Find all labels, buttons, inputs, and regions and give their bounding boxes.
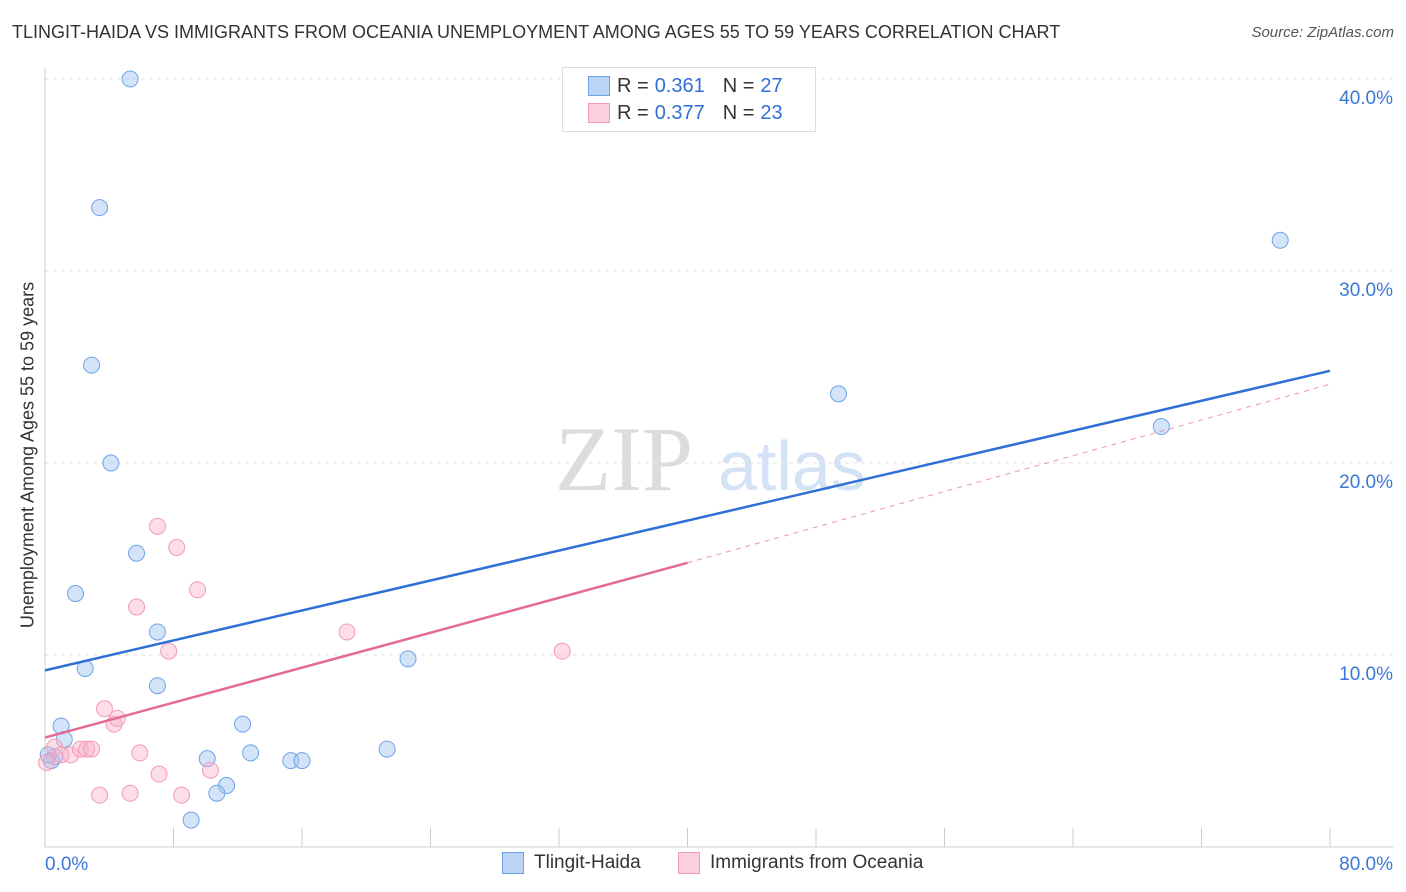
point-tlingit xyxy=(148,623,166,641)
point-tlingit xyxy=(67,585,85,603)
point-oceania xyxy=(338,623,356,641)
x-tick-label: 80.0% xyxy=(1339,854,1393,875)
y-tick-label: 20.0% xyxy=(1339,472,1393,493)
point-tlingit xyxy=(182,811,200,829)
point-oceania xyxy=(150,765,168,783)
point-tlingit xyxy=(399,650,417,668)
y-tick-label: 10.0% xyxy=(1339,664,1393,685)
point-oceania xyxy=(83,740,101,758)
legend-row-tlingit: R = 0.361 N = 27 xyxy=(588,73,783,99)
point-oceania xyxy=(52,746,70,764)
legend-swatch-blue xyxy=(502,852,524,874)
legend-swatch-pink xyxy=(678,852,700,874)
chart-title: TLINGIT-HAIDA VS IMMIGRANTS FROM OCEANIA… xyxy=(12,22,1061,42)
point-oceania xyxy=(189,581,207,599)
source-label: Source: ZipAtlas.com xyxy=(1251,24,1394,41)
point-oceania xyxy=(38,754,56,772)
r-label: R = xyxy=(617,101,649,124)
point-tlingit xyxy=(829,385,847,403)
point-tlingit xyxy=(1152,418,1170,436)
point-tlingit xyxy=(83,356,101,374)
point-oceania xyxy=(201,761,219,779)
bottom-legend-tlingit: Tlingit-Haida xyxy=(502,852,641,874)
legend-label: Immigrants from Oceania xyxy=(710,852,924,873)
r-value: 0.377 xyxy=(654,101,705,124)
point-oceania xyxy=(91,786,109,804)
point-oceania xyxy=(128,598,146,616)
legend-row-oceania: R = 0.377 N = 23 xyxy=(588,100,783,126)
y-tick-label: 30.0% xyxy=(1339,280,1393,301)
point-oceania xyxy=(553,642,571,660)
trend-line-tlingit xyxy=(44,369,1331,672)
point-oceania xyxy=(62,746,80,764)
y-axis-title: Unemployment Among Ages 55 to 59 years xyxy=(17,281,38,629)
point-oceania xyxy=(173,786,191,804)
point-tlingit xyxy=(91,199,109,217)
x-tick-label: 0.0% xyxy=(45,854,88,875)
point-tlingit xyxy=(128,544,146,562)
watermark-atlas: atlas xyxy=(718,427,866,505)
y-tick-label: 40.0% xyxy=(1339,88,1393,109)
n-label: N = xyxy=(722,74,755,97)
point-oceania xyxy=(148,517,166,535)
watermark-zip: ZIP xyxy=(555,408,693,510)
bottom-legend-oceania: Immigrants from Oceania xyxy=(678,852,923,874)
point-tlingit xyxy=(293,752,311,770)
point-tlingit xyxy=(121,70,139,88)
legend-label: Tlingit-Haida xyxy=(534,852,641,873)
point-tlingit xyxy=(378,740,396,758)
legend: R = 0.361 N = 27 R = 0.377 N = 23 xyxy=(562,67,816,132)
point-tlingit xyxy=(242,744,260,762)
trend-line-oceania xyxy=(44,561,688,739)
n-value: 27 xyxy=(760,74,783,97)
point-oceania xyxy=(95,700,113,718)
point-tlingit xyxy=(148,677,166,695)
point-oceania xyxy=(78,740,96,758)
n-label: N = xyxy=(722,101,755,124)
legend-swatch-blue xyxy=(588,76,610,96)
legend-swatch-pink xyxy=(588,103,610,123)
point-oceania xyxy=(168,538,186,556)
point-tlingit xyxy=(234,715,252,733)
point-oceania xyxy=(131,744,149,762)
n-value: 23 xyxy=(760,101,783,124)
r-label: R = xyxy=(617,74,649,97)
point-tlingit xyxy=(1271,231,1289,249)
point-tlingit xyxy=(208,784,226,802)
point-oceania xyxy=(121,784,139,802)
point-tlingit xyxy=(102,454,120,472)
point-oceania xyxy=(160,642,178,660)
r-value: 0.361 xyxy=(654,74,705,97)
trend-line-oceania-extension xyxy=(687,383,1331,564)
